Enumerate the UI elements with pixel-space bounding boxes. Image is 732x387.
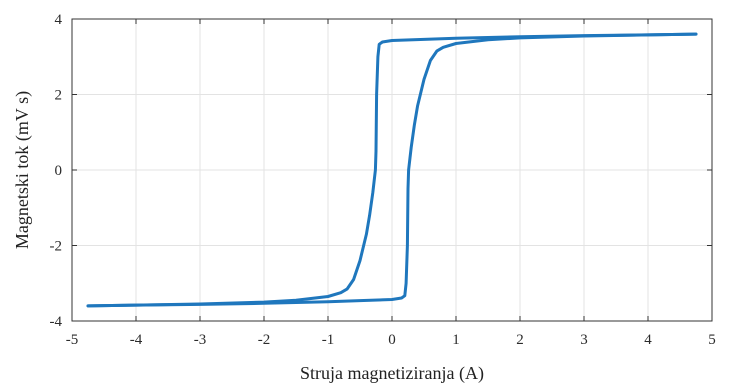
y-axis-title: Magnetski tok (mV s) — [12, 91, 33, 249]
x-tick-label: 3 — [580, 332, 588, 348]
y-tick-label: -4 — [50, 314, 63, 330]
y-tick-label: 2 — [55, 88, 63, 104]
x-tick-label: -1 — [322, 332, 335, 348]
y-tick-labels: -4 -2 0 2 4 — [50, 12, 63, 330]
hysteresis-branch-lower — [86, 32, 698, 308]
x-tick-label: -4 — [130, 332, 143, 348]
y-tick-label: -2 — [50, 239, 63, 255]
y-tick-label: 0 — [55, 163, 63, 179]
x-tick-label: 0 — [388, 332, 396, 348]
y-tick-label: 4 — [55, 12, 63, 28]
x-tick-label: 1 — [452, 332, 460, 348]
x-tick-label: -3 — [194, 332, 207, 348]
tick-marks — [71, 18, 713, 322]
x-tick-labels: -5 -4 -3 -2 -1 0 1 2 3 4 5 — [66, 332, 716, 348]
x-tick-label: 4 — [644, 332, 652, 348]
x-tick-label: -5 — [66, 332, 79, 348]
x-axis-title: Struja magnetiziranja (A) — [300, 363, 484, 384]
hysteresis-branch-upper — [86, 32, 698, 308]
x-tick-label: 5 — [708, 332, 716, 348]
series-layer — [86, 32, 698, 308]
x-tick-label: -2 — [258, 332, 271, 348]
x-tick-label: 2 — [516, 332, 524, 348]
grid-lines — [72, 19, 712, 321]
